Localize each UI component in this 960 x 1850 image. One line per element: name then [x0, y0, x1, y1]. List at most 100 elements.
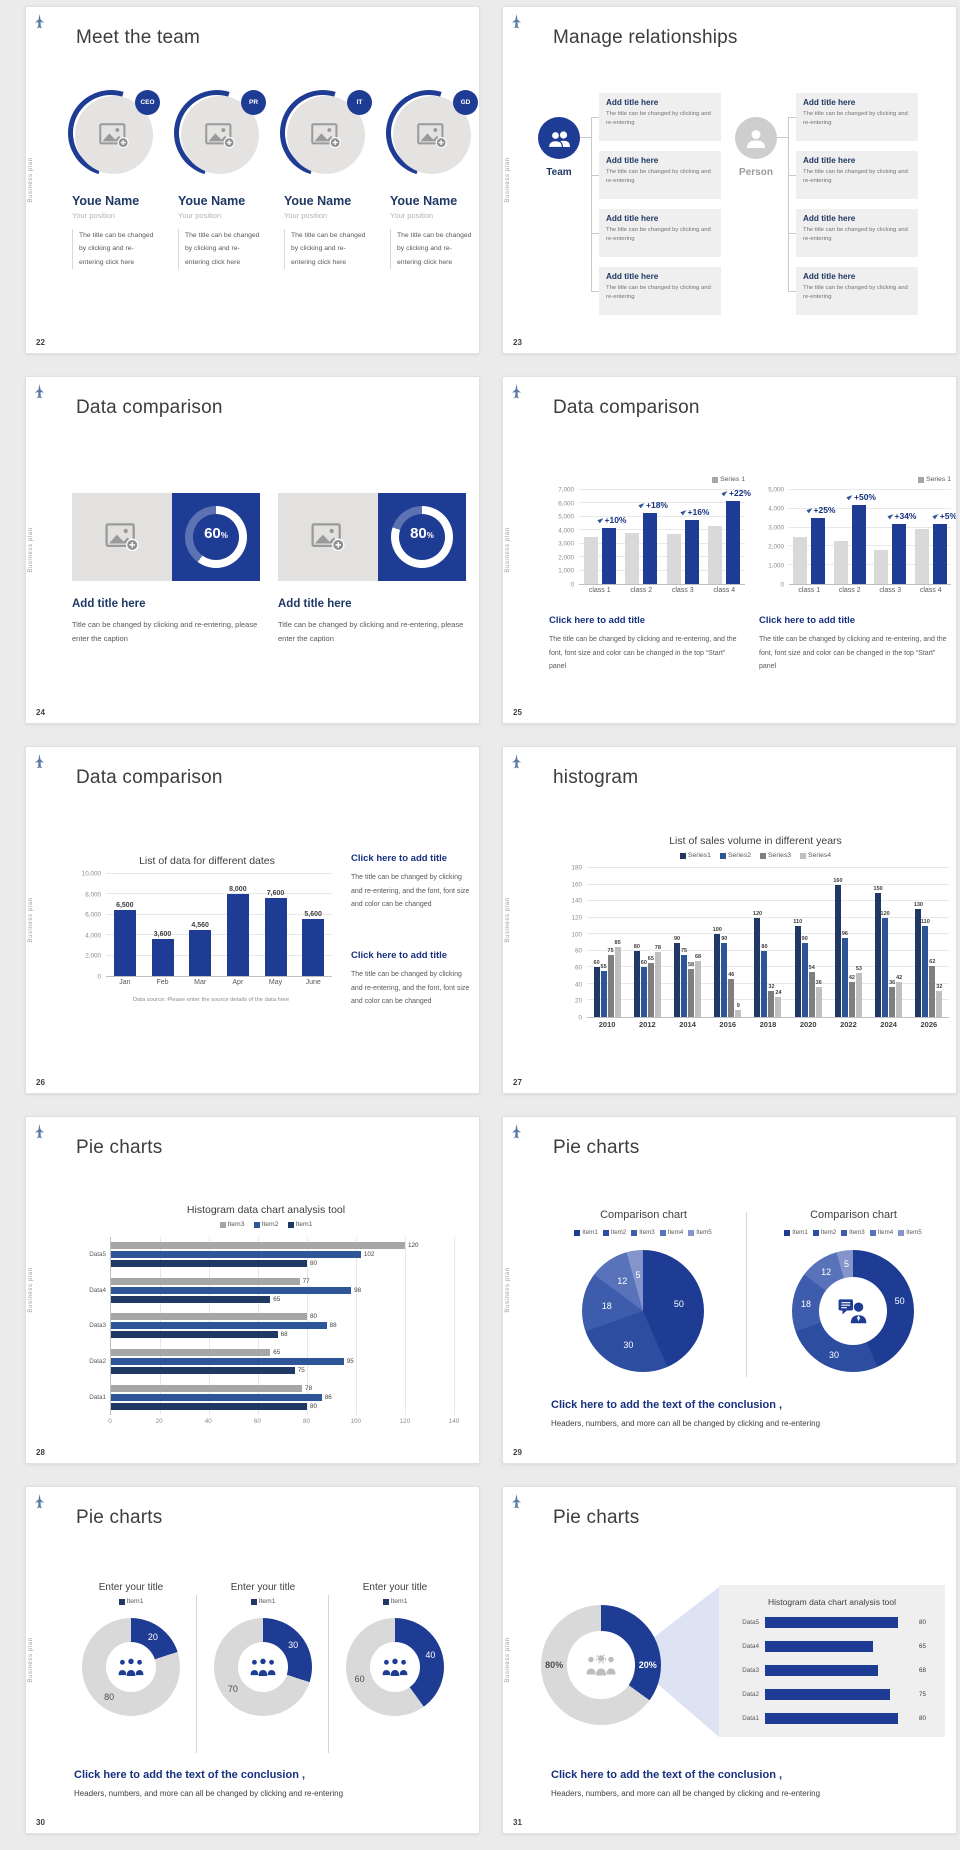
- picture-icon: [105, 523, 139, 551]
- org-item[interactable]: Add title here The title can be changed b…: [796, 209, 918, 257]
- plane-icon: [35, 754, 44, 769]
- image-placeholder[interactable]: [278, 493, 378, 581]
- slide-23[interactable]: Business plan Manage relationships Team …: [502, 6, 957, 354]
- block-desc: The title can be changed by clicking and…: [351, 971, 470, 1006]
- block-title: Click here to add title: [351, 853, 448, 864]
- org-item[interactable]: Add title here The title can be changed b…: [796, 267, 918, 315]
- image-placeholder[interactable]: [72, 493, 172, 581]
- group-icon: [249, 1658, 277, 1676]
- org-item[interactable]: Add title here The title can be changed b…: [599, 209, 721, 257]
- plane-icon: [512, 1124, 521, 1139]
- horizontal-bar-chart: Data5 Data4 Data3 Data2 Data1 120 102 80 77 98 65 8…: [82, 1237, 459, 1427]
- chart-legend: Item3 Item2 Item1: [86, 1221, 446, 1228]
- connector-line: [777, 137, 788, 138]
- org-item-desc: The title can be changed by clicking and…: [606, 169, 711, 185]
- conclusion-desc: Headers, numbers, and more can all be ch…: [551, 1419, 821, 1428]
- connector-line: [591, 291, 599, 292]
- chart-title: Enter your title: [98, 1582, 164, 1593]
- avatar: GD: [370, 74, 479, 192]
- chart-legend: Item1: [335, 1598, 455, 1605]
- grouped-column-chart: 5,000 4,000 3,000 2,000 1,000 0 class 1 +25% cla…: [768, 486, 957, 595]
- donut-chart: 50 30 18 12 5: [792, 1250, 914, 1372]
- slide-22[interactable]: Business plan Meet the team CEO Youe Nam…: [25, 6, 480, 354]
- slide-24[interactable]: Business plan Data comparison 60% 80% Ad…: [25, 376, 480, 724]
- page-number: 27: [513, 1078, 522, 1087]
- member-desc: The title can be changed by clicking and…: [72, 229, 158, 269]
- team-label: Team: [546, 167, 572, 178]
- member-name: Youe Name: [284, 194, 352, 208]
- card-caption: Title can be changed by clicking and re-…: [278, 620, 464, 644]
- slide-title: Manage relationships: [553, 27, 738, 48]
- chart-title: Enter your title: [362, 1582, 428, 1593]
- page-number: 26: [36, 1078, 45, 1087]
- picture-icon: [417, 122, 447, 148]
- slide-title: Pie charts: [76, 1137, 163, 1158]
- avatar: PR: [158, 74, 276, 192]
- page-number: 31: [513, 1818, 522, 1827]
- member-desc: The title can be changed by clicking and…: [284, 229, 370, 269]
- plane-icon: [512, 754, 521, 769]
- org-item-desc: The title can be changed by clicking and…: [803, 285, 908, 301]
- chart-legend: Series 1: [759, 476, 951, 483]
- connector-line: [788, 291, 796, 292]
- picture-icon: [99, 122, 129, 148]
- plane-icon: [35, 14, 44, 29]
- chart-title: Enter your title: [230, 1582, 296, 1593]
- org-item[interactable]: Add title here The title can be changed b…: [599, 267, 721, 315]
- conclusion-title: Click here to add the text of the conclu…: [74, 1769, 306, 1781]
- org-item[interactable]: Add title here The title can be changed b…: [599, 93, 721, 141]
- side-label: Business plan: [505, 1637, 511, 1683]
- side-label: Business plan: [505, 157, 511, 203]
- group-gray-icon: [585, 1654, 617, 1676]
- slide-27[interactable]: Business plan histogram List of sales vo…: [502, 746, 957, 1094]
- org-item[interactable]: Add title here The title can be changed b…: [796, 151, 918, 199]
- picture-icon: [205, 122, 235, 148]
- org-item-title: Add title here: [606, 214, 659, 223]
- page-number: 24: [36, 708, 45, 717]
- divider: [328, 1595, 329, 1753]
- avatar: IT: [264, 74, 382, 192]
- slide-title: Meet the team: [76, 27, 201, 48]
- side-label: Business plan: [505, 897, 511, 943]
- chart-title: Comparison chart: [600, 1209, 687, 1221]
- comparison-card: 80%: [278, 493, 466, 581]
- org-item-desc: The title can be changed by clicking and…: [803, 227, 908, 243]
- role-badge: GD: [453, 90, 478, 115]
- page-number: 28: [36, 1448, 45, 1457]
- donut-chart: 20% 80%: [541, 1605, 661, 1725]
- picture-icon: [311, 122, 341, 148]
- block-desc: The title can be changed by clicking and…: [351, 874, 470, 909]
- org-item[interactable]: Add title here The title can be changed b…: [796, 93, 918, 141]
- connector-line: [788, 117, 796, 118]
- plane-icon: [35, 1494, 44, 1509]
- comparison-card: 60%: [72, 493, 260, 581]
- slide-28[interactable]: Business plan Pie charts Histogram data …: [25, 1116, 480, 1464]
- conclusion-desc: Headers, numbers, and more can all be ch…: [551, 1789, 821, 1798]
- slide-31[interactable]: Business plan Pie charts 20% 80% Histogra…: [502, 1486, 957, 1834]
- slide-30[interactable]: Business plan Pie charts Enter your titl…: [25, 1486, 480, 1834]
- page-number: 22: [36, 338, 45, 347]
- slide-26[interactable]: Business plan Data comparison List of da…: [25, 746, 480, 1094]
- connector-line: [591, 117, 599, 118]
- group-icon: [381, 1658, 409, 1676]
- team-member: PR Youe Name Your position The title can…: [158, 74, 276, 269]
- team-member: GD Youe Name Your position The title can…: [370, 74, 479, 269]
- member-name: Youe Name: [178, 194, 246, 208]
- org-item[interactable]: Add title here The title can be changed b…: [599, 151, 721, 199]
- member-name: Youe Name: [390, 194, 458, 208]
- slide-29[interactable]: Business plan Pie charts Comparison char…: [502, 1116, 957, 1464]
- conclusion-title: Click here to add the text of the conclu…: [551, 1399, 783, 1411]
- person-icon: [735, 117, 777, 159]
- org-item-title: Add title here: [803, 98, 856, 107]
- conclusion-title: Click here to add the text of the conclu…: [551, 1769, 783, 1781]
- side-label: Business plan: [505, 1267, 511, 1313]
- slide-25[interactable]: Business plan Data comparison Series 1 7…: [502, 376, 957, 724]
- picture-icon: [311, 523, 345, 551]
- pie-chart: 50 30 18 12 5: [582, 1250, 704, 1372]
- member-position: Your position: [390, 211, 434, 220]
- card-title: Add title here: [278, 598, 352, 610]
- plane-icon: [512, 14, 521, 29]
- image-placeholder[interactable]: [181, 96, 259, 174]
- org-item-title: Add title here: [606, 272, 659, 281]
